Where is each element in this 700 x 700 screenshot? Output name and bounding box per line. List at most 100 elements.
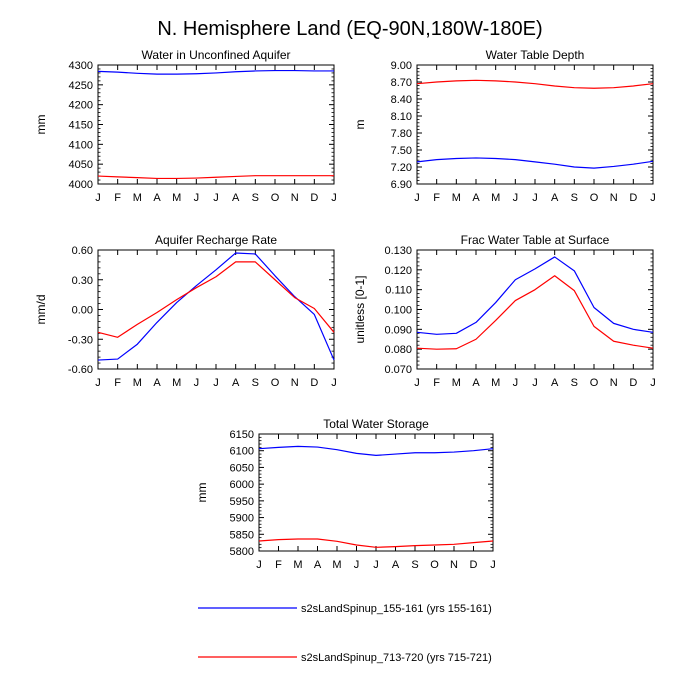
x-tick-label: A <box>551 192 559 204</box>
y-tick-label: 0.120 <box>384 265 412 277</box>
y-tick-label: 0.080 <box>384 344 412 356</box>
x-tick-label: M <box>491 192 500 204</box>
series-line-1 <box>258 445 494 456</box>
x-tick-label: J <box>490 559 496 571</box>
x-tick-label: M <box>293 559 302 571</box>
x-tick-label: J <box>354 559 360 571</box>
x-tick-label: M <box>332 559 341 571</box>
x-tick-label: M <box>452 192 461 204</box>
y-tick-label: 7.20 <box>391 162 412 174</box>
y-tick-label: 5850 <box>230 529 254 541</box>
x-tick-label: D <box>470 559 478 571</box>
x-tick-label: A <box>232 377 240 389</box>
series-line-2 <box>416 275 654 350</box>
y-axis-label: mm/d <box>34 295 48 325</box>
x-tick-label: J <box>650 192 656 204</box>
x-tick-label: N <box>610 377 618 389</box>
x-tick-label: S <box>571 192 578 204</box>
x-tick-label: F <box>114 377 121 389</box>
x-tick-label: M <box>172 377 181 389</box>
x-tick-label: S <box>411 559 418 571</box>
x-tick-label: J <box>331 377 337 389</box>
x-tick-label: A <box>153 192 161 204</box>
x-tick-label: J <box>256 559 262 571</box>
x-tick-label: M <box>172 192 181 204</box>
chart-panel-1: Water in Unconfined Aquifer mm 4000 4050 410… <box>34 48 337 204</box>
y-axis-label: unitless [0-1] <box>353 275 367 343</box>
x-tick-label: S <box>252 192 259 204</box>
x-tick-label: O <box>590 192 599 204</box>
x-tick-label: J <box>95 377 101 389</box>
y-tick-label: 4200 <box>69 100 93 112</box>
x-tick-label: M <box>133 192 142 204</box>
x-tick-label: M <box>491 377 500 389</box>
plot-frame <box>416 249 654 370</box>
x-tick-label: J <box>513 192 519 204</box>
legend-item-2: s2sLandSpinup_713-720 (yrs 715-721) <box>198 652 492 664</box>
y-tick-label: 4050 <box>69 159 93 171</box>
x-tick-label: A <box>472 377 480 389</box>
legend-item-1: s2sLandSpinup_155-161 (yrs 155-161) <box>198 603 492 615</box>
y-tick-label: 4300 <box>69 60 93 72</box>
chart-title: Frac Water Table at Surface <box>461 233 610 247</box>
x-tick-label: A <box>551 377 559 389</box>
x-tick-label: D <box>310 192 318 204</box>
chart-panel-2: Water Table Depth m 6.90 7.20 7.50 7.80 8.10 8.… <box>353 48 656 204</box>
series-line-2 <box>97 175 334 180</box>
x-tick-label: N <box>450 559 458 571</box>
legend-label: s2sLandSpinup_155-161 (yrs 155-161) <box>301 603 492 615</box>
y-tick-label: 8.40 <box>391 94 412 106</box>
chart-title: Total Water Storage <box>323 417 429 431</box>
y-tick-label: 0.070 <box>384 364 412 376</box>
y-tick-label: 0.100 <box>384 305 412 317</box>
y-tick-label: 4150 <box>69 120 93 132</box>
y-tick-label: 9.00 <box>391 60 412 72</box>
series-line-1 <box>97 69 334 75</box>
x-tick-label: A <box>232 192 240 204</box>
series-line-2 <box>258 538 494 548</box>
chart-panel-5: Total Water Storage mm 5800 5850 5900 5950 600… <box>195 417 496 571</box>
series-line-1 <box>97 252 335 361</box>
series-line-1 <box>416 157 654 169</box>
y-tick-label: 0.00 <box>72 305 93 317</box>
y-tick-label: -0.60 <box>68 364 93 376</box>
x-tick-label: J <box>373 559 379 571</box>
x-tick-label: F <box>275 559 282 571</box>
chart-panel-4: Frac Water Table at Surface unitless [0-1… <box>353 233 656 389</box>
chart-title: Aquifer Recharge Rate <box>155 233 277 247</box>
y-tick-label: 8.70 <box>391 77 412 89</box>
x-tick-label: O <box>590 377 599 389</box>
chart-panel-3: Aquifer Recharge Rate mm/d -0.60 -0.30 0.00 0… <box>34 233 337 389</box>
x-tick-label: F <box>433 192 440 204</box>
x-tick-label: M <box>452 377 461 389</box>
x-tick-label: J <box>213 192 219 204</box>
x-tick-label: O <box>430 559 439 571</box>
y-axis-label: mm <box>195 483 209 503</box>
y-tick-label: 5900 <box>230 513 254 525</box>
x-tick-label: O <box>271 192 280 204</box>
y-tick-label: 6150 <box>230 429 254 441</box>
chart-title: Water in Unconfined Aquifer <box>142 48 291 62</box>
x-tick-label: J <box>414 377 420 389</box>
x-tick-label: D <box>310 377 318 389</box>
y-tick-label: -0.30 <box>68 334 93 346</box>
x-tick-label: F <box>114 192 121 204</box>
series-line-1 <box>416 256 654 335</box>
y-tick-label: 0.110 <box>385 285 412 297</box>
series-line-2 <box>416 79 654 89</box>
x-tick-label: J <box>414 192 420 204</box>
x-tick-label: M <box>133 377 142 389</box>
y-tick-label: 6100 <box>230 446 254 458</box>
x-tick-label: S <box>571 377 578 389</box>
x-tick-label: J <box>331 192 337 204</box>
legend-label: s2sLandSpinup_713-720 (yrs 715-721) <box>301 652 492 664</box>
x-tick-label: F <box>433 377 440 389</box>
y-axis-label: m <box>353 120 367 130</box>
x-tick-label: D <box>629 192 637 204</box>
y-tick-label: 0.60 <box>72 245 93 257</box>
x-tick-label: J <box>194 192 200 204</box>
y-tick-label: 4250 <box>69 80 93 92</box>
x-tick-label: J <box>194 377 200 389</box>
y-tick-label: 0.090 <box>384 324 412 336</box>
y-tick-label: 5950 <box>230 496 254 508</box>
